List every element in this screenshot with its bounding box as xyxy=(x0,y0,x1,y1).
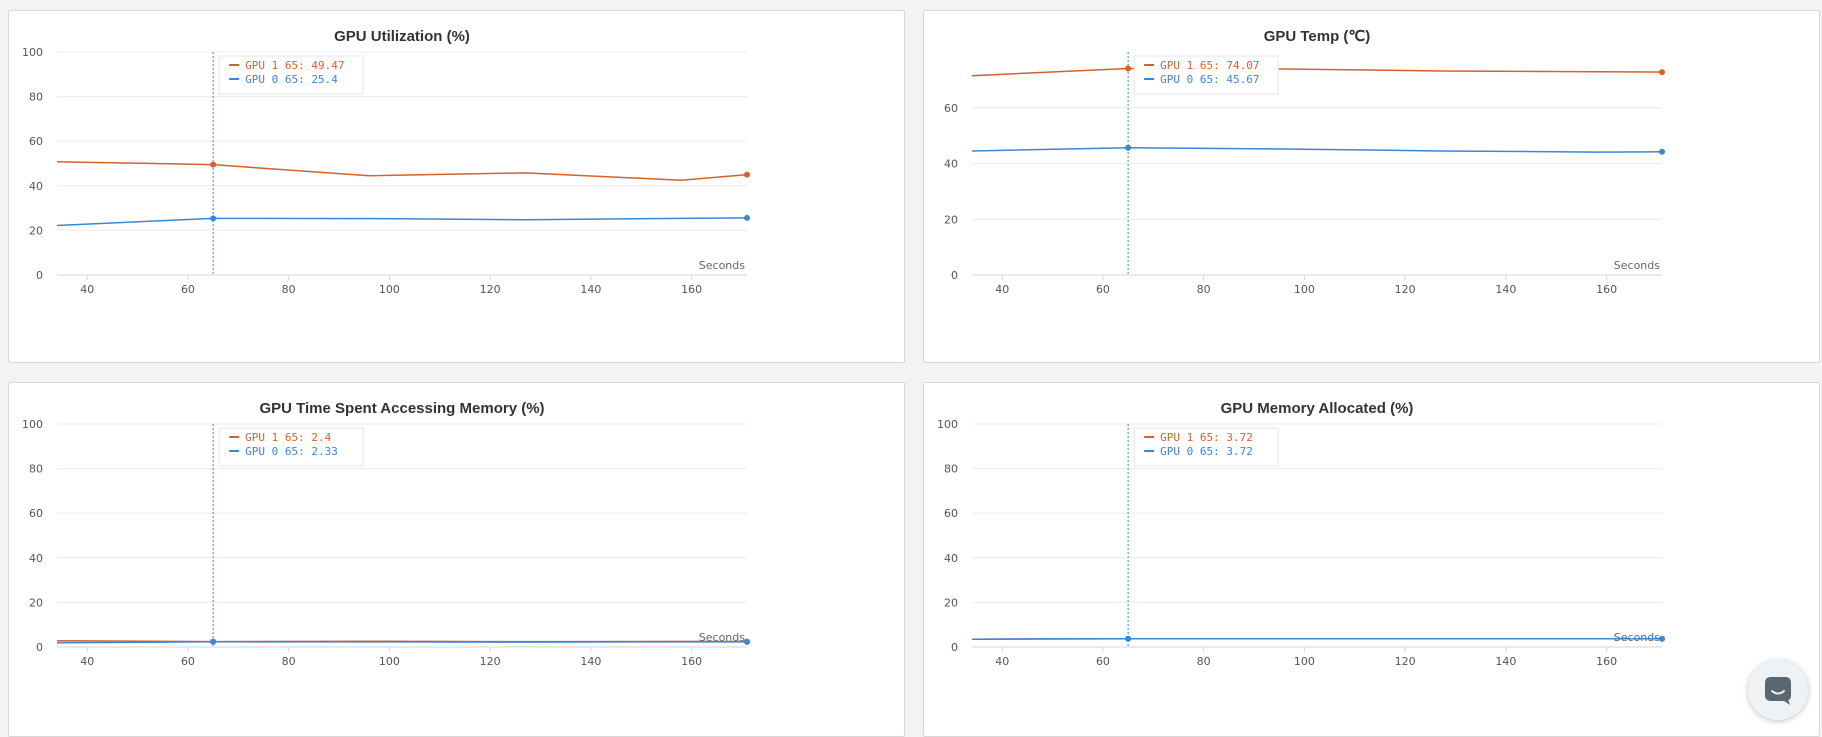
y-tick-label: 20 xyxy=(944,213,958,226)
x-tick-label: 120 xyxy=(1395,283,1416,296)
y-tick-label: 40 xyxy=(944,158,958,171)
y-tick-label: 100 xyxy=(22,46,43,59)
x-tick-label: 80 xyxy=(1197,283,1211,296)
x-tick-label: 140 xyxy=(580,655,601,668)
tooltip-entry: GPU 1 65: 74.07 xyxy=(1160,59,1259,72)
end-point xyxy=(744,639,750,645)
x-tick-label: 100 xyxy=(1294,655,1315,668)
x-tick-label: 160 xyxy=(681,283,702,296)
end-point xyxy=(744,172,750,178)
y-tick-label: 20 xyxy=(29,224,43,237)
y-tick-label: 100 xyxy=(22,418,43,431)
y-tick-label: 40 xyxy=(944,552,958,565)
x-axis-label: Seconds xyxy=(699,259,745,272)
series-line-gpu-1[interactable] xyxy=(57,162,747,181)
x-tick-label: 120 xyxy=(1395,655,1416,668)
chart-svg[interactable]: GPU Utilization (%) 0 20 40 60 80 100 40 60 80 100… xyxy=(9,11,904,362)
x-tick-label: 120 xyxy=(480,283,501,296)
y-tick-label: 0 xyxy=(36,269,43,282)
gpu-memory-allocated-panel: GPU Memory Allocated (%) 0 20 40 60 80 100 40 60… xyxy=(923,382,1820,737)
chart-title: GPU Utilization (%) xyxy=(334,28,470,45)
end-point xyxy=(1659,69,1665,75)
y-tick-label: 60 xyxy=(944,507,958,520)
hover-point xyxy=(210,639,216,645)
chart-title: GPU Time Spent Accessing Memory (%) xyxy=(259,400,544,417)
tooltip-entry: GPU 0 65: 25.4 xyxy=(245,73,338,86)
y-tick-label: 20 xyxy=(29,596,43,609)
chart-svg[interactable]: GPU Temp (℃) 0 20 40 60 40 60 80 100 120 140 160 Sec… xyxy=(924,11,1819,362)
hover-point xyxy=(1125,66,1131,72)
y-tick-label: 0 xyxy=(36,641,43,654)
chart-title: GPU Memory Allocated (%) xyxy=(1221,400,1414,417)
gpu-utilization-panel: GPU Utilization (%) 0 20 40 60 80 100 40 60 80 100… xyxy=(8,10,905,363)
y-tick-label: 60 xyxy=(944,102,958,115)
y-tick-label: 20 xyxy=(944,596,958,609)
tooltip-entry: GPU 0 65: 2.33 xyxy=(245,445,338,458)
chart-svg[interactable]: GPU Time Spent Accessing Memory (%) 0 20 40… xyxy=(9,383,904,736)
tooltip-entry: GPU 1 65: 2.4 xyxy=(245,431,331,444)
x-tick-label: 100 xyxy=(379,655,400,668)
x-tick-label: 80 xyxy=(282,655,296,668)
x-tick-label: 80 xyxy=(282,283,296,296)
x-tick-label: 100 xyxy=(379,283,400,296)
x-tick-label: 40 xyxy=(80,283,94,296)
hover-point xyxy=(210,162,216,168)
chart-svg[interactable]: GPU Memory Allocated (%) 0 20 40 60 80 100 40 60… xyxy=(924,383,1819,736)
x-tick-label: 40 xyxy=(995,655,1009,668)
x-tick-label: 80 xyxy=(1197,655,1211,668)
series-line-gpu-0[interactable] xyxy=(972,148,1662,152)
series-line-gpu-0[interactable] xyxy=(57,218,747,226)
y-tick-label: 80 xyxy=(944,463,958,476)
x-axis-label: Seconds xyxy=(1614,259,1660,272)
hover-point xyxy=(210,215,216,221)
x-tick-label: 140 xyxy=(580,283,601,296)
x-tick-label: 140 xyxy=(1495,655,1516,668)
y-tick-label: 0 xyxy=(951,641,958,654)
x-tick-label: 120 xyxy=(480,655,501,668)
x-tick-label: 160 xyxy=(1596,655,1617,668)
end-point xyxy=(744,215,750,221)
x-tick-label: 40 xyxy=(995,283,1009,296)
gpu-temp-panel: GPU Temp (℃) 0 20 40 60 40 60 80 100 120 140 160 Sec… xyxy=(923,10,1820,363)
gpu-memory-access-panel: GPU Time Spent Accessing Memory (%) 0 20 40… xyxy=(8,382,905,737)
x-tick-label: 100 xyxy=(1294,283,1315,296)
tooltip-entry: GPU 0 65: 3.72 xyxy=(1160,445,1253,458)
series-line-gpu-1[interactable] xyxy=(972,69,1662,76)
y-tick-label: 0 xyxy=(951,269,958,282)
x-tick-label: 60 xyxy=(1096,655,1110,668)
x-tick-label: 40 xyxy=(80,655,94,668)
x-tick-label: 60 xyxy=(181,655,195,668)
y-tick-label: 60 xyxy=(29,507,43,520)
x-tick-label: 140 xyxy=(1495,283,1516,296)
y-tick-label: 100 xyxy=(937,418,958,431)
hover-point xyxy=(1125,145,1131,151)
x-tick-label: 160 xyxy=(1596,283,1617,296)
y-tick-label: 60 xyxy=(29,135,43,148)
x-tick-label: 60 xyxy=(181,283,195,296)
end-point xyxy=(1659,636,1665,642)
y-tick-label: 80 xyxy=(29,463,43,476)
tooltip-entry: GPU 1 65: 49.47 xyxy=(245,59,344,72)
tooltip-entry: GPU 1 65: 3.72 xyxy=(1160,431,1253,444)
y-tick-label: 80 xyxy=(29,91,43,104)
x-tick-label: 60 xyxy=(1096,283,1110,296)
y-tick-label: 40 xyxy=(29,552,43,565)
chat-bubble-icon xyxy=(1762,674,1794,706)
y-tick-label: 40 xyxy=(29,180,43,193)
end-point xyxy=(1659,149,1665,155)
tooltip-entry: GPU 0 65: 45.67 xyxy=(1160,73,1259,86)
chart-title: GPU Temp (℃) xyxy=(1264,28,1371,45)
hover-point xyxy=(1125,636,1131,642)
series-line-gpu-0[interactable] xyxy=(57,642,747,643)
x-tick-label: 160 xyxy=(681,655,702,668)
x-axis-label: Seconds xyxy=(1614,631,1660,644)
chat-button[interactable] xyxy=(1748,660,1808,720)
